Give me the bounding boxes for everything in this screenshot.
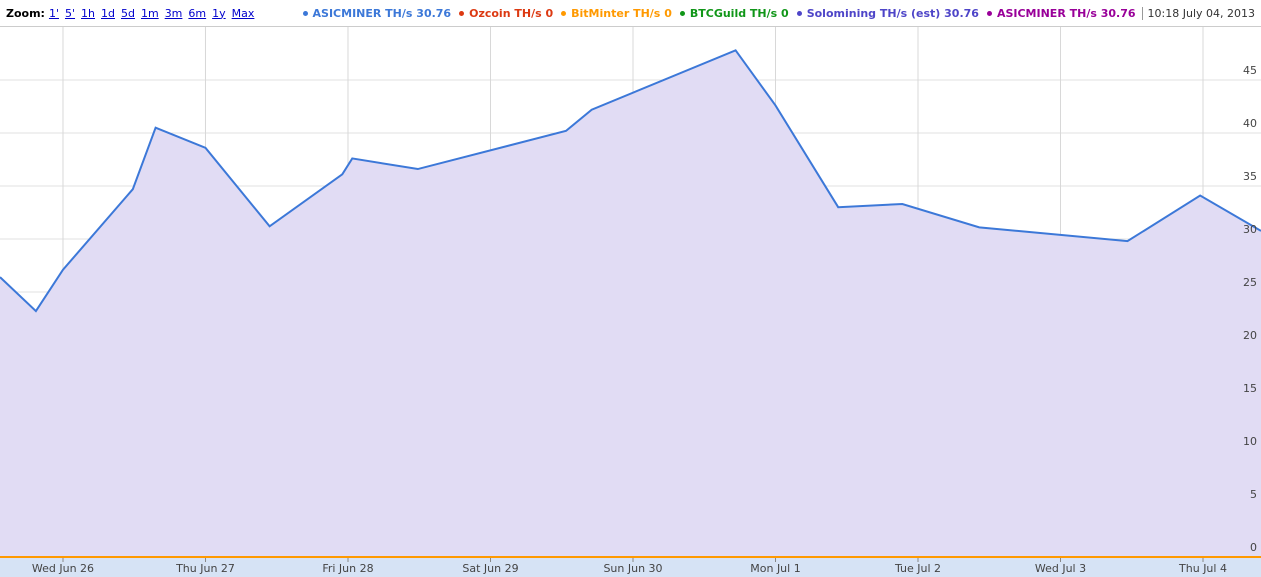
y-tick-label: 10: [1243, 435, 1257, 448]
y-tick-label: 25: [1243, 276, 1257, 289]
legend-dot: [986, 11, 992, 16]
legend-item: ASICMINER TH/s 30.76: [302, 6, 452, 20]
legend-dot: [459, 11, 465, 16]
zoom-option[interactable]: 5d: [120, 6, 135, 20]
x-tick-label: Thu Jul 4: [1178, 562, 1227, 575]
legend-value: 30.76: [1100, 6, 1136, 20]
legend-item: BitMinter TH/s 0: [561, 7, 672, 20]
zoom-option[interactable]: 6m: [188, 6, 207, 20]
legend-name: BTCGuild TH/s: [689, 6, 778, 20]
legend-name: BitMinter TH/s: [571, 6, 661, 20]
line: [0, 49, 1261, 313]
legend-value: 0: [664, 6, 672, 20]
zoom-option[interactable]: 1': [48, 6, 59, 20]
legend-dot: [796, 11, 802, 16]
y-tick-label: 15: [1243, 382, 1257, 395]
legend-value: 0: [545, 6, 554, 20]
x-tick-label: Sat Jun 29: [462, 562, 518, 575]
x-axis-band: [0, 557, 1261, 577]
legend: ASICMINER TH/s 30.76 Ozcoin TH/s 0 BitMint…: [295, 7, 1136, 20]
legend-item: ASICMINER TH/s 30.76: [986, 6, 1136, 20]
x-tick-label: Tue Jul 2: [894, 562, 941, 575]
y-tick-label: 0: [1250, 541, 1257, 554]
zoom-option[interactable]: 1h: [81, 6, 95, 20]
zoom-label: Zoom:: [6, 6, 45, 20]
legend-value: 30.76: [416, 6, 452, 20]
legend-value: 0: [781, 6, 789, 20]
zoom-option[interactable]: 1y: [212, 6, 226, 20]
timestamp: 10:18 July 04, 2013: [1141, 6, 1255, 20]
x-tick-label: Sun Jun 30: [603, 562, 662, 575]
toolbar: Zoom: 1' 5' 1h 1d 5d 1m 3m 6m 1y Max ASICMINER TH/…: [0, 0, 1261, 27]
y-tick-label: 20: [1243, 329, 1257, 342]
y-tick-label: 35: [1243, 170, 1257, 183]
area: [0, 50, 1261, 557]
legend-dot: [561, 11, 567, 16]
x-tick-label: Thu Jun 27: [175, 562, 235, 575]
chart: Wed Jun 26 Thu Jun 27 Fri Jun 28 Sat Jun 29…: [0, 27, 1261, 577]
x-tick-label: Wed Jul 3: [1035, 562, 1086, 575]
zoom-option[interactable]: 1d: [101, 6, 115, 20]
x-tick-label: Fri Jun 28: [322, 562, 373, 575]
zoom-option[interactable]: 3m: [164, 6, 183, 20]
legend-dot: [302, 11, 308, 16]
x-tick-label: Mon Jul 1: [750, 562, 800, 575]
legend-dot: [679, 11, 685, 16]
legend-item: BTCGuild TH/s 0: [679, 6, 789, 20]
legend-value: 30.76: [944, 6, 979, 20]
legend-name: ASICMINER TH/s: [996, 6, 1097, 20]
zoom-controls: Zoom: 1' 5' 1h 1d 5d 1m 3m 6m 1y Max: [6, 7, 260, 20]
zoom-option[interactable]: 5': [64, 6, 76, 20]
legend-name: ASICMINER TH/s: [312, 6, 413, 20]
legend-item: Ozcoin TH/s 0: [459, 7, 553, 20]
legend-name: Solomining TH/s (est): [806, 6, 941, 20]
zoom-option[interactable]: Max: [231, 6, 255, 20]
legend-name: Ozcoin TH/s: [469, 6, 542, 20]
y-tick-label: 30: [1243, 223, 1257, 236]
legend-item: Solomining TH/s (est) 30.76: [796, 6, 979, 20]
zoom-option[interactable]: 1m: [140, 6, 159, 20]
y-tick-label: 5: [1250, 488, 1257, 501]
y-tick-label: 40: [1243, 117, 1257, 130]
y-tick-label: 45: [1243, 64, 1257, 77]
x-tick-label: Wed Jun 26: [32, 562, 94, 575]
